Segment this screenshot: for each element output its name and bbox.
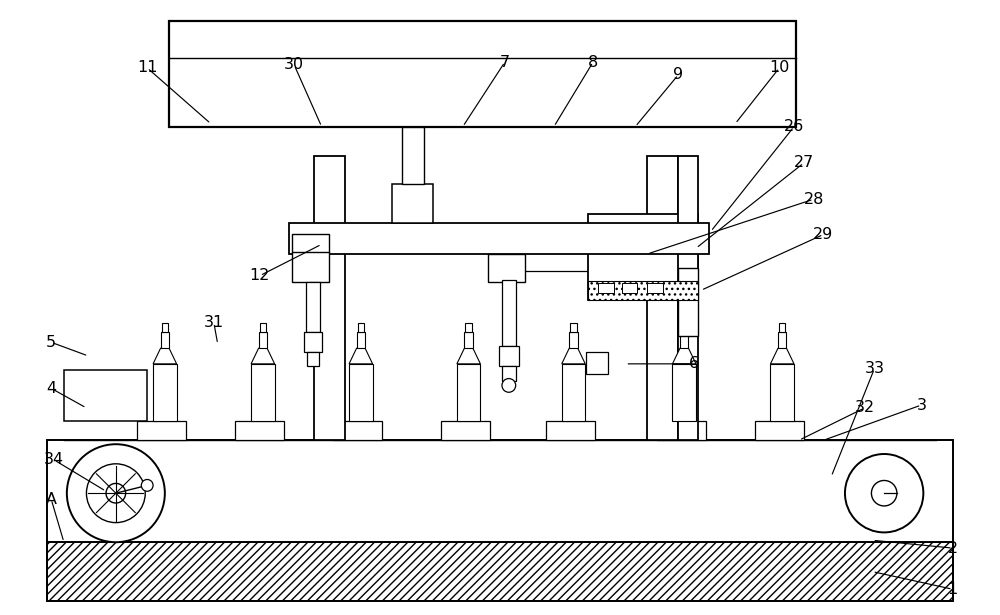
Text: 1: 1 — [948, 582, 958, 597]
Bar — [465, 323, 472, 331]
Bar — [598, 284, 614, 293]
Bar — [47, 440, 953, 542]
Bar — [392, 183, 433, 223]
Bar — [304, 333, 322, 352]
Circle shape — [106, 483, 126, 503]
Bar — [647, 284, 663, 293]
Circle shape — [845, 454, 923, 533]
Bar — [678, 268, 698, 336]
Bar — [778, 331, 786, 348]
Bar — [307, 352, 319, 366]
Bar — [441, 421, 490, 440]
Text: 9: 9 — [673, 67, 683, 82]
Text: 29: 29 — [813, 227, 834, 242]
Text: 27: 27 — [794, 156, 814, 170]
Bar — [260, 323, 266, 331]
Text: 4: 4 — [46, 381, 56, 396]
Text: A: A — [46, 491, 57, 507]
Polygon shape — [562, 348, 585, 364]
Bar — [137, 421, 186, 440]
Text: 12: 12 — [250, 268, 270, 283]
Bar — [292, 234, 329, 254]
Text: 26: 26 — [784, 119, 804, 134]
Polygon shape — [457, 348, 480, 364]
Polygon shape — [153, 348, 177, 364]
Bar — [153, 364, 177, 421]
Bar — [657, 421, 706, 440]
Bar — [464, 331, 473, 348]
Circle shape — [86, 464, 145, 523]
Bar — [402, 127, 424, 183]
Text: 30: 30 — [284, 57, 304, 73]
Bar — [622, 284, 637, 293]
Polygon shape — [349, 348, 373, 364]
Circle shape — [502, 379, 516, 392]
Bar — [499, 346, 519, 366]
Circle shape — [141, 480, 153, 491]
Text: 11: 11 — [137, 60, 157, 76]
Bar — [314, 156, 345, 440]
Bar — [647, 156, 678, 440]
Bar — [162, 323, 168, 331]
Bar — [47, 542, 953, 601]
Text: 2: 2 — [948, 541, 958, 555]
Text: 34: 34 — [44, 453, 64, 467]
Text: 5: 5 — [46, 335, 56, 350]
Bar — [502, 280, 516, 346]
Bar — [502, 366, 516, 381]
Bar — [357, 331, 365, 348]
Bar — [47, 542, 953, 601]
Circle shape — [871, 480, 897, 506]
Text: 31: 31 — [204, 315, 224, 330]
Text: 7: 7 — [500, 55, 510, 69]
Bar — [333, 421, 382, 440]
Bar — [251, 364, 275, 421]
Bar — [349, 364, 373, 421]
Bar — [755, 421, 804, 440]
Bar — [678, 156, 698, 440]
Bar — [680, 331, 688, 348]
Text: 8: 8 — [588, 55, 598, 69]
Circle shape — [67, 444, 165, 542]
Bar — [64, 370, 147, 421]
Bar — [358, 323, 364, 331]
Bar — [488, 254, 525, 282]
Bar — [779, 323, 785, 331]
Bar — [292, 252, 329, 282]
Bar — [562, 364, 585, 421]
Text: 33: 33 — [864, 361, 884, 376]
Bar — [681, 323, 687, 331]
Polygon shape — [251, 348, 275, 364]
Bar — [169, 21, 796, 127]
Bar — [289, 223, 709, 254]
Bar — [569, 331, 578, 348]
Bar — [546, 421, 595, 440]
Bar — [306, 282, 320, 333]
Bar — [588, 280, 698, 300]
Polygon shape — [770, 348, 794, 364]
Text: 10: 10 — [769, 60, 789, 76]
Text: 3: 3 — [916, 397, 926, 413]
Bar — [161, 331, 169, 348]
Bar — [457, 364, 480, 421]
Bar — [259, 331, 267, 348]
Text: 6: 6 — [689, 356, 699, 371]
Bar — [586, 352, 608, 374]
Bar — [570, 323, 577, 331]
Text: 28: 28 — [803, 192, 824, 207]
Text: 32: 32 — [854, 400, 875, 416]
Bar — [588, 214, 698, 300]
Polygon shape — [672, 348, 696, 364]
Bar — [672, 364, 696, 421]
Bar — [770, 364, 794, 421]
Bar — [235, 421, 284, 440]
